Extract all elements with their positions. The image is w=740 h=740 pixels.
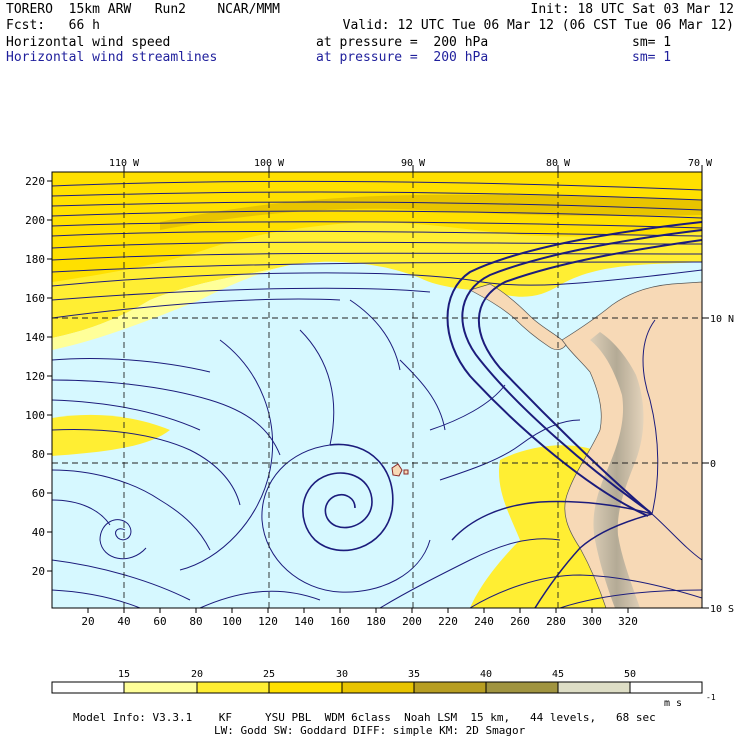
x-tick: 40 xyxy=(117,615,130,628)
colorbar-bin xyxy=(268,681,343,694)
valid-time: Valid: 12 UTC Tue 06 Mar 12 (06 CST Tue … xyxy=(342,18,734,33)
jet-band-weak xyxy=(52,265,290,350)
colorbar-label: 50 xyxy=(624,669,636,680)
colorbar-label: 30 xyxy=(336,669,348,680)
colorbar-bin xyxy=(341,681,415,694)
model-info: Model Info: V3.3.1 KF YSU PBL WDM 6class… xyxy=(73,711,656,724)
x-tick: 160 xyxy=(330,615,350,628)
y-tick: 20 xyxy=(32,565,45,578)
x-tick: 280 xyxy=(546,615,566,628)
lat-label-10n: 10 N xyxy=(710,314,734,325)
colorbar-label: 40 xyxy=(480,669,492,680)
colorbar-unit-exponent: -1 xyxy=(706,693,716,702)
colorbar-label: 45 xyxy=(552,669,564,680)
lon-label-90w: 90 W xyxy=(401,158,426,169)
y-tick: 80 xyxy=(32,448,45,461)
forecast-hour: Fcst: 66 h xyxy=(6,18,100,33)
map-frame xyxy=(51,171,703,609)
lat-lon-grid xyxy=(52,172,702,608)
lat-label-10s: 10 S xyxy=(710,604,734,615)
field-name-streamlines: Horizontal wind streamlines xyxy=(6,50,218,65)
x-tick: 300 xyxy=(582,615,602,628)
x-tick: 60 xyxy=(153,615,166,628)
colorbar-bin xyxy=(196,681,270,694)
y-tick: 160 xyxy=(25,292,45,305)
y-tick: 60 xyxy=(32,487,45,500)
field-smooth-streamlines: sm= 1 xyxy=(632,50,672,65)
colorbar-label: 20 xyxy=(191,669,203,680)
x-tick: 140 xyxy=(294,615,314,628)
field-level-streamlines: at pressure = 200 hPa xyxy=(316,50,489,65)
y-tick: 180 xyxy=(25,253,45,266)
field-smooth-speed: sm= 1 xyxy=(632,35,672,50)
x-tick: 180 xyxy=(366,615,386,628)
colorbar-bin xyxy=(557,681,631,694)
colorbar-bin xyxy=(51,681,125,694)
colorbar-bin xyxy=(413,681,487,694)
x-tick: 320 xyxy=(618,615,638,628)
galapagos-islands xyxy=(391,463,409,477)
x-tick: 240 xyxy=(474,615,494,628)
andes-ridge xyxy=(590,332,644,608)
physics-info: LW: Godd SW: Goddard DIFF: simple KM: 2D… xyxy=(214,724,526,737)
streamlines xyxy=(52,180,702,608)
y-tick: 140 xyxy=(25,331,45,344)
x-tick: 220 xyxy=(438,615,458,628)
colorbar xyxy=(51,681,703,694)
central-america-land xyxy=(469,283,567,350)
lon-label-80w: 80 W xyxy=(546,158,571,169)
colorbar-label: 35 xyxy=(408,669,420,680)
field-name-speed: Horizontal wind speed xyxy=(6,35,171,50)
y-tick: 40 xyxy=(32,526,45,539)
colorbar-unit: m s xyxy=(664,698,682,709)
lon-label-110w: 110 W xyxy=(109,158,140,169)
y-tick: 220 xyxy=(25,175,45,188)
model-title: TORERO 15km ARW Run2 NCAR/MMM xyxy=(6,2,280,17)
y-tick: 200 xyxy=(25,214,45,227)
field-level-speed: at pressure = 200 hPa xyxy=(316,35,489,50)
x-tick: 20 xyxy=(81,615,94,628)
x-tick: 200 xyxy=(402,615,422,628)
x-tick: 100 xyxy=(222,615,242,628)
wind-patch-west xyxy=(52,414,170,456)
x-tick: 80 xyxy=(189,615,202,628)
colorbar-label: 15 xyxy=(118,669,130,680)
init-time: Init: 18 UTC Sat 03 Mar 12 xyxy=(530,2,735,17)
lon-label-100w: 100 W xyxy=(254,158,285,169)
colorbar-label: 25 xyxy=(263,669,275,680)
y-tick: 120 xyxy=(25,370,45,383)
colorbar-bin xyxy=(485,681,559,694)
colorbar-bin xyxy=(123,681,198,694)
colorbar-bin xyxy=(629,681,703,694)
jet-core xyxy=(160,194,702,230)
lat-label-0: 0 xyxy=(710,459,716,470)
x-tick: 260 xyxy=(510,615,530,628)
lon-label-70w: 70 W xyxy=(688,158,713,169)
y-tick: 100 xyxy=(25,409,45,422)
x-tick: 120 xyxy=(258,615,278,628)
